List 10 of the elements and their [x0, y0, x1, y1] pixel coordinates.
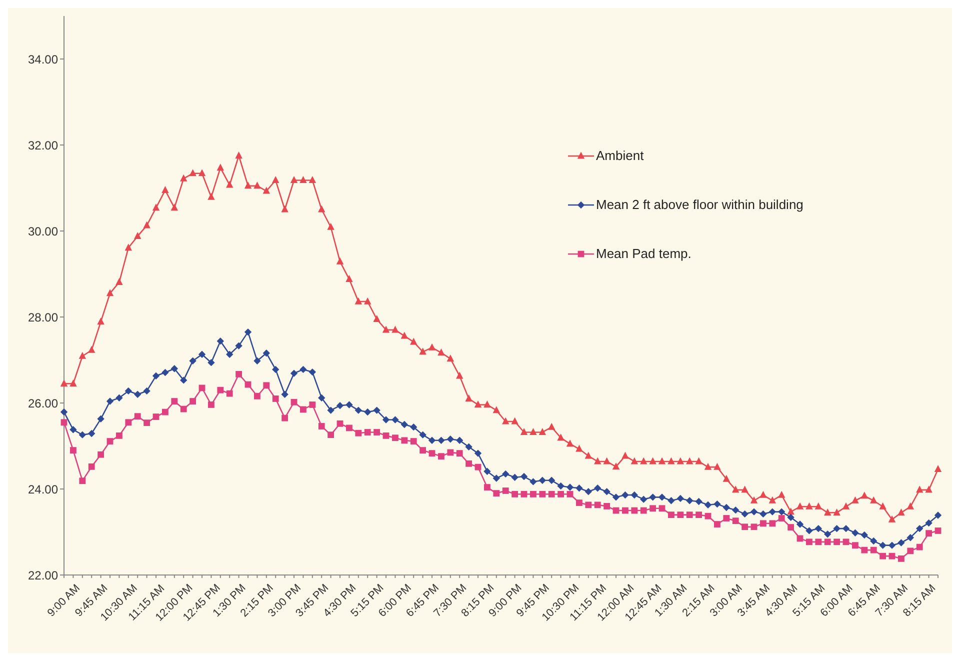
y-tick-label: 24.00 — [28, 482, 58, 496]
legend-label: Mean Pad temp. — [596, 246, 692, 261]
y-tick-label: 34.00 — [28, 52, 58, 66]
legend-label: Ambient — [596, 148, 645, 163]
y-tick-label: 28.00 — [28, 310, 58, 324]
y-tick-label: 22.00 — [28, 568, 58, 582]
y-tick-label: 30.00 — [28, 224, 58, 238]
y-tick-label: 26.00 — [28, 396, 58, 410]
legend-label: Mean 2 ft above floor within building — [596, 197, 804, 212]
y-tick-label: 32.00 — [28, 138, 58, 152]
